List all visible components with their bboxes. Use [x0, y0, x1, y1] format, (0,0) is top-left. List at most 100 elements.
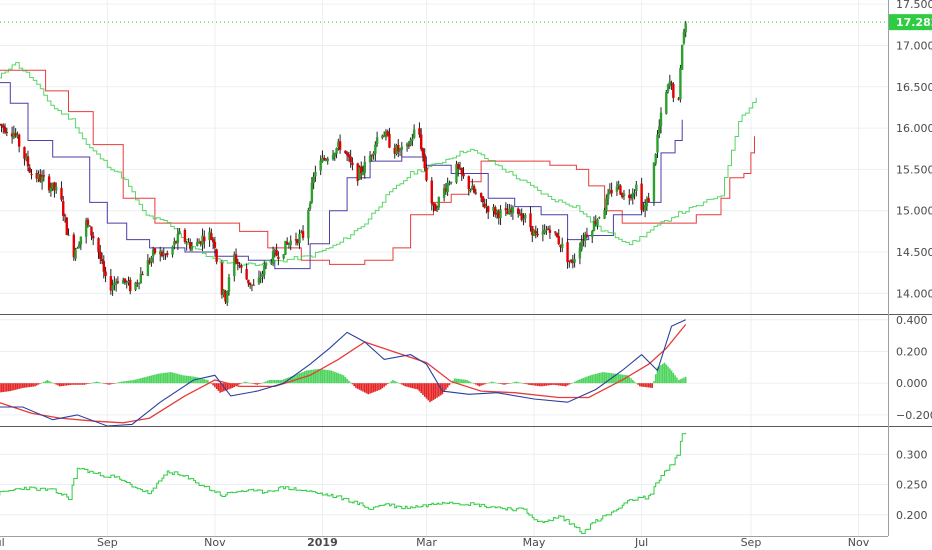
histogram-bar-positive — [684, 376, 687, 384]
candle-down — [642, 209, 645, 211]
histogram-bar-negative — [563, 383, 565, 387]
histogram-bar-negative — [566, 383, 569, 386]
candle-up — [287, 243, 291, 245]
histogram-bar-positive — [326, 370, 329, 384]
histogram-bar-positive — [275, 380, 278, 384]
histogram-bar-negative — [556, 383, 558, 386]
histogram-bar-negative — [358, 383, 361, 390]
histogram-bar-positive — [580, 378, 583, 384]
candle-up — [264, 262, 268, 266]
histogram-bar-negative — [475, 383, 477, 385]
histogram-bar-positive — [621, 374, 624, 384]
candle-up — [361, 171, 365, 175]
candle-up — [499, 209, 502, 219]
candle-down — [148, 260, 151, 263]
histogram-bar-negative — [644, 383, 646, 388]
histogram-bar-negative — [441, 383, 444, 395]
price-tick-label: 14.000 — [896, 287, 932, 300]
candle-up — [263, 265, 266, 275]
histogram-bar-positive — [148, 375, 151, 384]
histogram-bar-negative — [23, 383, 26, 388]
candle-down — [582, 239, 585, 241]
histogram-bar-negative — [80, 383, 82, 385]
histogram-bar-positive — [261, 382, 264, 384]
candle-down — [17, 134, 21, 147]
candle-up — [159, 251, 162, 255]
histogram-bar-negative — [71, 383, 73, 385]
histogram-bar-negative — [65, 383, 68, 386]
price-pane[interactable] — [0, 21, 888, 306]
histogram-bar-negative — [436, 383, 438, 398]
candle-up — [185, 243, 188, 245]
candle-down — [566, 242, 569, 263]
candle-down — [86, 219, 90, 225]
histogram-bar-positive — [596, 373, 599, 384]
candle-down — [252, 284, 255, 286]
histogram-bar-negative — [497, 383, 500, 384]
candle-down — [393, 147, 396, 154]
histogram-bar-negative — [7, 383, 10, 392]
candle-down — [5, 131, 9, 133]
candle-up — [113, 282, 116, 286]
candle-up — [449, 181, 453, 183]
candle-up — [125, 282, 128, 284]
histogram-bar-positive — [94, 382, 96, 384]
candle-down — [109, 276, 113, 291]
macd-line — [0, 319, 686, 427]
histogram-bar-negative — [85, 383, 87, 385]
candle-down — [35, 173, 38, 179]
histogram-bar-positive — [490, 381, 493, 384]
histogram-bar-negative — [252, 383, 255, 384]
histogram-bar-positive — [43, 381, 45, 384]
candle-down — [104, 271, 107, 276]
histogram-bar-negative — [547, 383, 549, 386]
histogram-bar-negative — [53, 383, 56, 384]
candle-up — [455, 164, 458, 183]
histogram-bar-positive — [471, 382, 474, 384]
candle-up — [680, 44, 684, 70]
histogram-bar-negative — [20, 383, 22, 389]
candle-up — [400, 146, 403, 150]
indicator-tick-label: 0.200 — [896, 509, 928, 522]
candle-down — [434, 204, 437, 211]
histogram-bar-negative — [69, 383, 72, 385]
histogram-bar-negative — [74, 383, 77, 385]
candle-down — [418, 128, 421, 135]
x-tick-label: May — [523, 536, 546, 549]
histogram-bar-negative — [110, 383, 112, 385]
price-tick-label: 17.500 — [896, 0, 932, 11]
histogram-bar-positive — [661, 363, 664, 384]
candle-down — [479, 193, 483, 198]
candle-up — [658, 126, 661, 135]
candle-up — [615, 186, 619, 192]
candle-up — [573, 259, 576, 263]
histogram-bar-negative — [552, 383, 555, 385]
candle-down — [534, 231, 538, 234]
histogram-bar-negative — [58, 383, 61, 387]
candle-up — [405, 143, 409, 147]
histogram-bar-negative — [13, 383, 15, 391]
candle-up — [635, 184, 638, 192]
histogram-bar-positive — [185, 375, 188, 384]
histogram-bar-negative — [30, 383, 33, 387]
candle-down — [211, 239, 215, 243]
indicator-pane[interactable] — [0, 433, 687, 534]
candle-up — [606, 193, 610, 200]
histogram-bar-negative — [367, 383, 370, 395]
histogram-bar-negative — [379, 383, 382, 390]
histogram-bar-positive — [573, 381, 576, 384]
histogram-bar-positive — [189, 376, 192, 384]
histogram-bar-positive — [288, 377, 290, 384]
histogram-bar-negative — [506, 383, 509, 384]
candle-up — [583, 234, 587, 242]
candle-up — [446, 182, 449, 193]
histogram-bar-positive — [450, 382, 452, 384]
histogram-bar-positive — [469, 381, 472, 384]
candle-up — [448, 183, 451, 185]
candle-down — [483, 203, 486, 208]
macd-pane[interactable] — [0, 319, 687, 427]
histogram-bar-positive — [319, 369, 322, 384]
candle-down — [53, 182, 56, 191]
histogram-bar-positive — [161, 373, 163, 384]
